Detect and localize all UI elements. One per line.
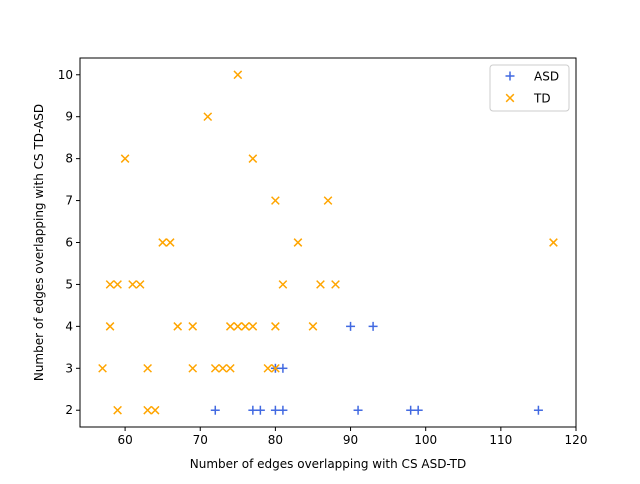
td-point [233, 70, 243, 80]
td-point [271, 196, 280, 205]
td-point [233, 322, 243, 331]
td-point [218, 363, 228, 373]
td-point [188, 363, 198, 373]
y-tick-label: 10 [58, 68, 73, 82]
asd-point [346, 321, 356, 331]
asd-point [368, 321, 378, 331]
td-point [173, 322, 183, 331]
td-point [105, 322, 115, 331]
asd-point [413, 405, 423, 415]
x-tick-label: 60 [117, 433, 132, 447]
y-tick-label: 3 [65, 361, 73, 375]
td-point [225, 363, 235, 373]
asd-point [278, 363, 288, 373]
y-tick-label: 8 [65, 152, 73, 166]
td-point [271, 363, 280, 373]
td-point [225, 322, 235, 331]
td-point [165, 238, 175, 247]
td-point [331, 280, 340, 289]
td-point [248, 322, 258, 331]
td-point [188, 322, 198, 331]
data-marks [98, 70, 558, 415]
y-axis-label: Number of edges overlapping with CS TD-A… [32, 104, 46, 381]
legend-marker-td [505, 93, 515, 103]
x-axis-label: Number of edges overlapping with CS ASD-… [190, 457, 466, 471]
td-point [143, 405, 152, 415]
y-tick-label: 9 [65, 110, 73, 124]
td-point [271, 322, 280, 331]
legend: ASD TD [489, 64, 570, 112]
td-point [113, 405, 122, 415]
legend-label-td: TD [533, 92, 551, 106]
td-point [203, 112, 213, 122]
x-tick-label: 100 [414, 433, 437, 447]
td-point [549, 238, 558, 247]
legend-label-asd: ASD [534, 70, 559, 84]
x-tick-label: 120 [565, 433, 588, 447]
td-point [210, 363, 220, 373]
asd-point [270, 405, 280, 415]
td-point [323, 196, 333, 205]
td-point [158, 238, 168, 247]
asd-point [210, 405, 220, 415]
y-tick-label: 7 [65, 194, 73, 208]
asd-point [255, 405, 265, 415]
y-tick-label: 6 [65, 236, 73, 250]
x-tick-label: 80 [268, 433, 283, 447]
plot-area [80, 58, 576, 427]
x-tick-label: 70 [193, 433, 208, 447]
x-tick-label: 90 [343, 433, 358, 447]
td-point [135, 280, 145, 289]
td-point [150, 405, 160, 415]
y-tick-label: 4 [65, 319, 73, 333]
y-tick-label: 5 [65, 277, 73, 291]
td-point [98, 363, 107, 373]
td-point [128, 280, 137, 289]
x-tick-label: 110 [489, 433, 512, 447]
asd-point [406, 405, 416, 415]
td-point [248, 154, 258, 163]
axes: 60 70 80 90 100 110 120 2 3 4 5 6 7 8 9 10 [58, 57, 588, 447]
td-point [316, 280, 325, 289]
asd-point [278, 405, 288, 415]
legend-marker-asd [505, 71, 515, 81]
td-point [105, 280, 115, 289]
series-td [98, 70, 558, 415]
td-point [278, 280, 288, 289]
td-point [240, 322, 250, 331]
td-point [113, 280, 122, 289]
td-point [143, 363, 152, 373]
y-tick-label: 2 [65, 403, 73, 417]
td-point [293, 238, 303, 247]
asd-point [353, 405, 363, 415]
td-point [120, 154, 130, 163]
td-point [263, 363, 273, 373]
asd-point [533, 405, 543, 415]
series-asd [210, 321, 543, 415]
td-point [308, 322, 318, 331]
asd-point [248, 405, 258, 415]
